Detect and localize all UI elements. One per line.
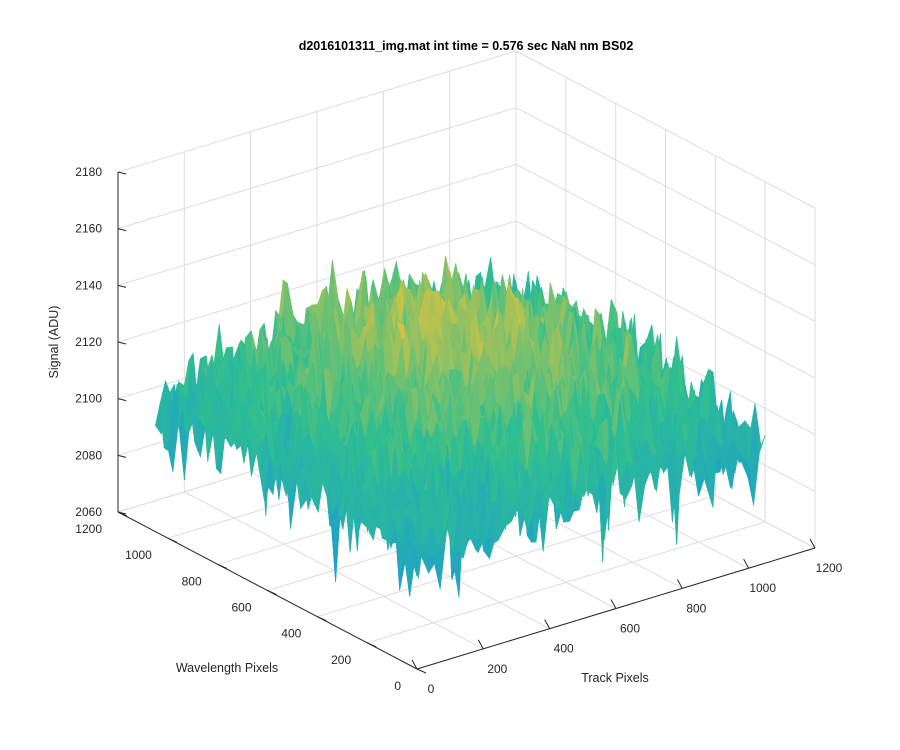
y-tick-mark bbox=[317, 616, 327, 622]
grid-line bbox=[367, 521, 766, 644]
x-tick-mark bbox=[610, 599, 617, 609]
y-tick-label: 0 bbox=[394, 679, 401, 693]
z-tick-label: 2060 bbox=[75, 505, 102, 519]
z-tick-label: 2100 bbox=[75, 392, 102, 406]
z-tick-label: 2180 bbox=[75, 165, 102, 179]
x-tick-mark bbox=[676, 579, 683, 589]
x-tick-label: 800 bbox=[686, 601, 706, 615]
grid-line bbox=[515, 50, 816, 209]
grid-line bbox=[117, 107, 517, 230]
y-tick-label: 800 bbox=[182, 574, 202, 588]
z-tick-mark bbox=[117, 228, 127, 232]
z-tick-mark bbox=[117, 398, 127, 402]
y-tick-mark bbox=[167, 537, 178, 543]
z-axis-label: Signal (ADU) bbox=[47, 306, 61, 379]
grid-line bbox=[117, 220, 517, 343]
x-tick-mark bbox=[411, 659, 418, 670]
z-tick-label: 2160 bbox=[75, 222, 102, 236]
grid-line bbox=[515, 163, 816, 322]
surface-patch bbox=[754, 403, 766, 453]
z-tick-mark bbox=[117, 284, 127, 288]
z-tick-mark bbox=[117, 171, 127, 175]
grid-line bbox=[515, 107, 816, 266]
x-tick-label: 200 bbox=[487, 662, 507, 676]
grid-line bbox=[117, 163, 517, 286]
z-tick-label: 2080 bbox=[75, 448, 102, 462]
x-tick-mark bbox=[477, 639, 484, 650]
x-tick-label: 400 bbox=[554, 642, 574, 656]
z-tick-mark bbox=[117, 454, 127, 458]
y-tick-label: 600 bbox=[231, 601, 251, 615]
x-tick-mark bbox=[544, 619, 551, 629]
surface bbox=[155, 256, 766, 598]
y-tick-label: 1200 bbox=[75, 522, 102, 536]
grid-line bbox=[515, 220, 816, 379]
y-tick-label: 400 bbox=[281, 627, 301, 641]
y-tick-mark bbox=[217, 563, 227, 569]
x-tick-label: 1000 bbox=[749, 581, 776, 595]
x-tick-mark bbox=[743, 558, 750, 569]
y-tick-label: 1000 bbox=[125, 548, 152, 562]
y-tick-mark bbox=[366, 642, 377, 648]
y-tick-label: 200 bbox=[331, 653, 351, 667]
z-tick-mark bbox=[117, 341, 127, 345]
z-tick-label: 2120 bbox=[75, 335, 102, 349]
x-tick-label: 1200 bbox=[816, 561, 843, 575]
axes: 0 200 400 600 800 1000 1200 0 200 400 600 800 1000 12… bbox=[75, 165, 842, 696]
chart-title: d2016101311_img.mat int time = 0.576 sec… bbox=[299, 39, 634, 53]
y-tick-mark bbox=[416, 668, 427, 674]
grid-line bbox=[317, 495, 716, 618]
x-tick-label: 0 bbox=[428, 682, 435, 696]
y-tick-mark bbox=[267, 590, 277, 595]
y-axis-label: Wavelength Pixels bbox=[176, 661, 278, 675]
x-axis-label: Track Pixels bbox=[581, 671, 649, 685]
x-tick-label: 600 bbox=[620, 622, 640, 636]
z-tick-mark bbox=[117, 511, 127, 515]
z-tick-label: 2140 bbox=[75, 278, 102, 292]
x-tick-mark bbox=[809, 538, 816, 549]
grid-line bbox=[117, 50, 517, 173]
